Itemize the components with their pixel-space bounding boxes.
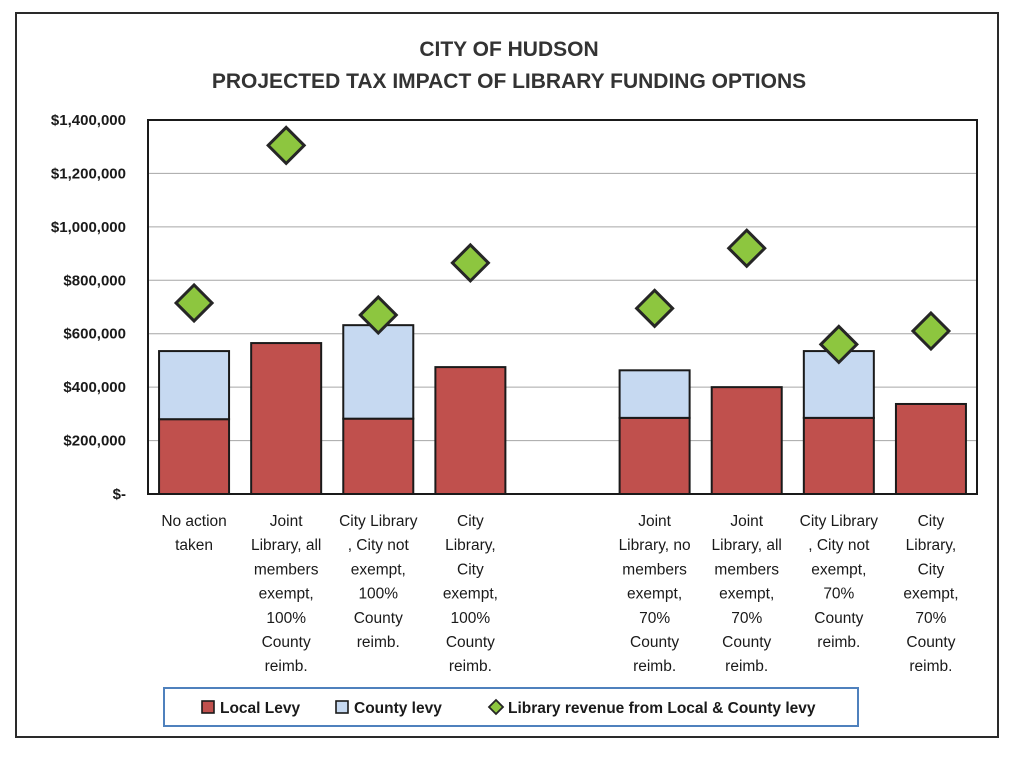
y-tick-label: $1,200,000 — [51, 165, 126, 182]
x-category-label: City — [918, 513, 945, 530]
chart-svg: CITY OF HUDSON PROJECTED TAX IMPACT OF L… — [51, 38, 978, 727]
x-category-label: Library, all — [712, 537, 782, 554]
y-tick-label: $1,400,000 — [51, 112, 126, 129]
chart-title-line-1: CITY OF HUDSON — [419, 38, 598, 61]
x-category-label: 100% — [358, 586, 398, 603]
bar-county-levy — [158, 350, 231, 421]
x-category-label: Joint — [730, 513, 763, 530]
x-category-label: City — [918, 561, 945, 578]
legend-swatch-local-levy — [201, 700, 215, 714]
bar-local-levy — [250, 342, 323, 496]
x-category-label: Library, all — [251, 537, 321, 554]
x-category-label: City Library — [800, 513, 879, 530]
marker-library-revenue — [266, 125, 307, 166]
marker-library-revenue — [726, 228, 767, 269]
x-category-label: reimb. — [725, 658, 768, 675]
legend-label-county-levy: County levy — [354, 700, 442, 717]
bar-local-levy — [158, 418, 231, 496]
x-category-label: Library, no — [619, 537, 691, 554]
x-category-label: 100% — [266, 610, 306, 627]
bar-county-levy — [342, 324, 415, 420]
x-category-label: 70% — [731, 610, 762, 627]
bar-local-levy — [894, 402, 967, 496]
x-category-label: exempt, — [351, 561, 406, 578]
chart-frame: CITY OF HUDSON PROJECTED TAX IMPACT OF L… — [15, 12, 999, 738]
bar-local-levy — [618, 416, 691, 495]
y-tick-label: $400,000 — [63, 379, 126, 396]
bar-local-levy — [802, 416, 875, 495]
plot-border — [147, 119, 978, 495]
x-category-label: members — [714, 561, 779, 578]
legend-swatch-county-levy — [335, 700, 349, 714]
y-tick-label: $800,000 — [63, 272, 126, 289]
x-category-label: 70% — [915, 610, 946, 627]
x-category-label: City — [457, 513, 484, 530]
chart-title-line-2: PROJECTED TAX IMPACT OF LIBRARY FUNDING … — [212, 70, 806, 93]
marker-library-revenue — [173, 282, 215, 324]
y-tick-label: $- — [113, 486, 126, 503]
x-category-label: reimb. — [265, 658, 308, 675]
marker-library-revenue — [450, 242, 491, 284]
x-category-label: Joint — [638, 513, 671, 530]
x-category-label: County — [630, 634, 679, 651]
marker-library-revenue — [910, 310, 952, 352]
x-category-label: members — [254, 561, 319, 578]
y-tick-label: $600,000 — [63, 326, 126, 343]
y-tick-label: $1,000,000 — [51, 219, 126, 236]
x-category-label: exempt, — [719, 586, 774, 603]
x-category-label: 100% — [451, 610, 491, 627]
x-category-label: reimb. — [909, 658, 952, 675]
x-category-label: reimb. — [449, 658, 492, 675]
legend-label-local-levy: Local Levy — [220, 700, 300, 717]
x-category-label: Library, — [445, 537, 496, 554]
x-category-label: exempt, — [627, 586, 682, 603]
x-category-label: County — [354, 610, 403, 627]
x-category-label: County — [906, 634, 955, 651]
x-category-label: , City not — [808, 537, 870, 554]
legend-swatch-library-revenue — [487, 698, 505, 716]
x-category-label: Joint — [270, 513, 303, 530]
x-category-label: exempt, — [259, 586, 314, 603]
x-category-label: County — [262, 634, 311, 651]
legend-box — [163, 687, 859, 727]
x-category-label: exempt, — [443, 586, 498, 603]
marker-library-revenue — [818, 324, 859, 365]
x-category-label: County — [722, 634, 771, 651]
x-category-label: 70% — [639, 610, 670, 627]
x-category-label: reimb. — [633, 658, 676, 675]
legend: Local Levy County levy Library revenue fro… — [163, 687, 859, 727]
bar-local-levy — [342, 417, 415, 495]
x-category-label: County — [814, 610, 863, 627]
x-category-label: 70% — [823, 586, 854, 603]
y-tick-label: $200,000 — [63, 433, 126, 450]
marker-library-revenue — [634, 288, 675, 329]
legend-label-library-revenue: Library revenue from Local & County levy — [508, 700, 816, 717]
bar-local-levy — [434, 366, 507, 496]
x-category-label: County — [446, 634, 495, 651]
chart-title: CITY OF HUDSON PROJECTED TAX IMPACT OF L… — [212, 38, 806, 93]
x-category-label: members — [622, 561, 687, 578]
plot-area: $- $200,000 $400,000 $600,000 $800,000 $1,000… — [51, 112, 978, 675]
bar-county-levy — [618, 369, 691, 419]
x-category-label: reimb. — [817, 634, 860, 651]
x-category-label: Library, — [906, 537, 957, 554]
x-category-label: No action — [161, 513, 226, 530]
x-category-label: City — [457, 561, 484, 578]
bar-local-levy — [710, 386, 783, 495]
x-category-label: taken — [175, 537, 213, 554]
x-category-label: , City not — [348, 537, 410, 554]
x-category-label: City Library — [339, 513, 418, 530]
x-category-label: exempt, — [811, 561, 866, 578]
x-category-label: exempt, — [903, 586, 958, 603]
x-category-label: reimb. — [357, 634, 400, 651]
marker-library-revenue — [358, 294, 399, 336]
